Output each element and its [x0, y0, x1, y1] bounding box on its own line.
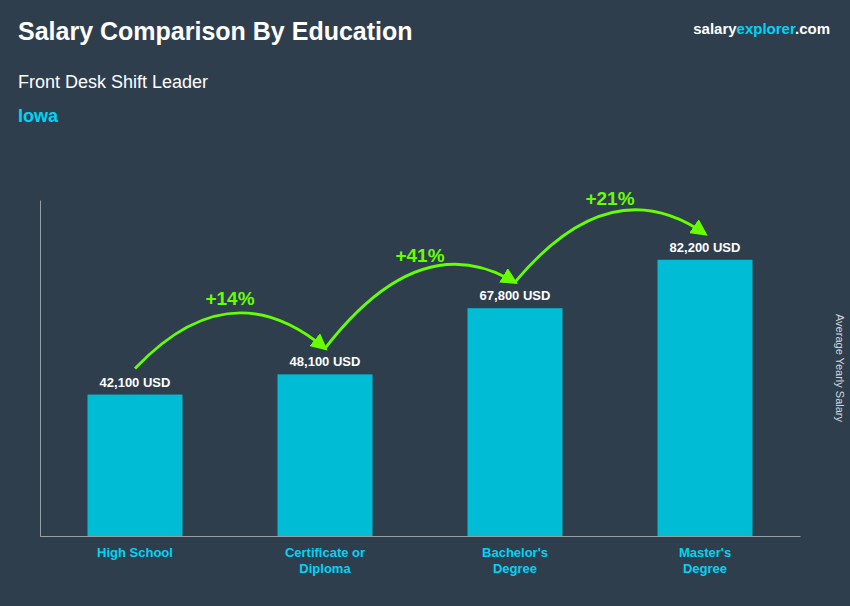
change-arrow — [515, 210, 705, 282]
title: Salary Comparison By Education — [18, 17, 413, 45]
y-axis-line — [40, 201, 41, 537]
bars — [88, 260, 753, 536]
x-tick-label-line: Bachelor's — [482, 545, 548, 560]
x-tick: High School — [97, 545, 173, 560]
brand: salaryexplorer.com — [693, 20, 830, 37]
x-tick-label-line: Diploma — [299, 561, 351, 576]
y-axis-title: Average Yearly Salary — [834, 314, 846, 423]
brand-part: .com — [795, 20, 830, 37]
bar — [658, 260, 753, 536]
location: Iowa — [18, 106, 59, 126]
x-tick-label-line: Degree — [493, 561, 537, 576]
change-arrow — [135, 313, 325, 369]
data-labels: 42,100 USD 48,100 USD 67,800 USD 82,200 USD — [100, 240, 741, 390]
x-tick: Bachelor'sDegree — [482, 545, 548, 576]
y-axis — [40, 201, 41, 537]
bar — [88, 395, 183, 536]
x-tick-label-line: High School — [97, 545, 173, 560]
change-arrow — [325, 264, 515, 348]
x-axis: High School Certificate orDiploma Bachelor… — [41, 537, 801, 576]
x-tick: Master'sDegree — [679, 545, 731, 576]
x-tick-label: Bachelor'sDegree — [482, 545, 548, 576]
background — [0, 0, 850, 606]
chart: Salary Comparison By Education Front Desk… — [0, 0, 850, 606]
x-tick-label-line: Master's — [679, 545, 731, 560]
data-label: 48,100 USD — [290, 354, 361, 369]
x-tick-label: Certificate orDiploma — [285, 545, 365, 576]
brand-part: explorer — [737, 20, 796, 37]
subtitle: Front Desk Shift Leader — [18, 72, 208, 92]
data-label: 82,200 USD — [670, 240, 741, 255]
change-label: +41% — [395, 245, 444, 266]
change-annotations: +14% +41% +21% — [135, 188, 705, 369]
change-label: +21% — [585, 188, 634, 209]
x-tick-label-line: Degree — [683, 561, 727, 576]
change-label: +14% — [205, 288, 254, 309]
x-axis-line — [41, 536, 801, 537]
x-tick-label-line: Certificate or — [285, 545, 365, 560]
data-label: 42,100 USD — [100, 375, 171, 390]
x-tick-label: Master'sDegree — [679, 545, 731, 576]
bar — [468, 308, 563, 536]
bar — [278, 374, 373, 536]
brand-part: salary — [693, 20, 737, 37]
x-tick-label: High School — [97, 545, 173, 560]
x-tick: Certificate orDiploma — [285, 545, 365, 576]
data-label: 67,800 USD — [480, 288, 551, 303]
